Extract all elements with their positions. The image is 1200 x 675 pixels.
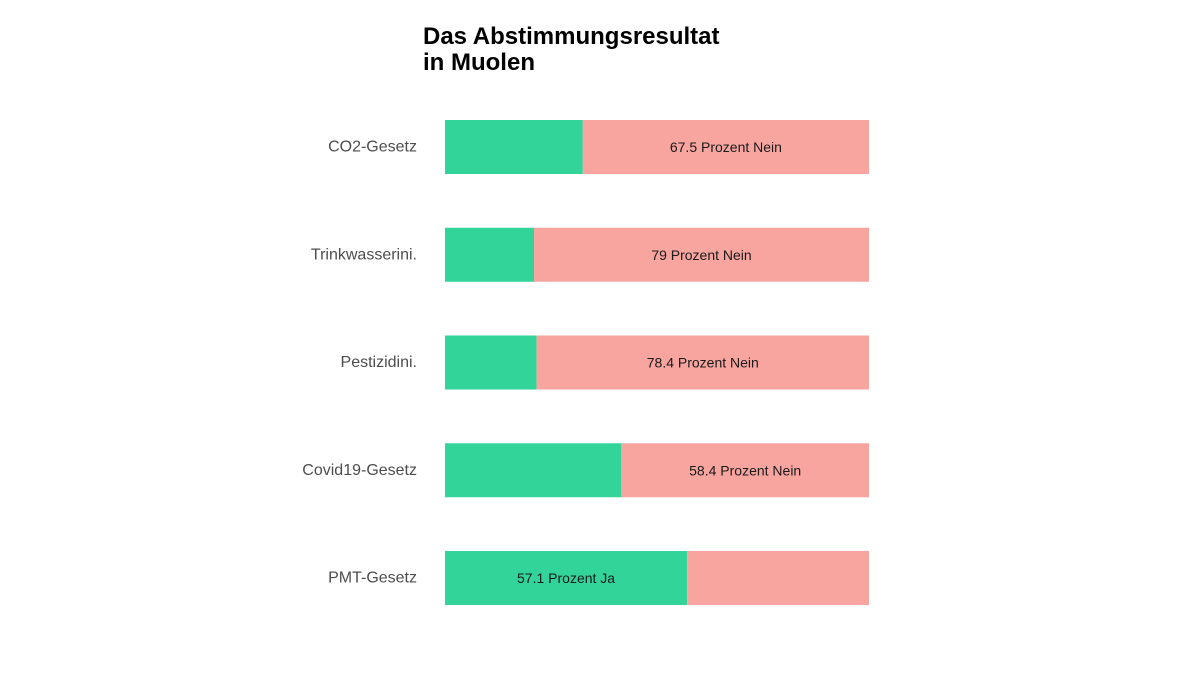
bar-value-label: 67.5 Prozent Nein [670,139,782,155]
bar-segment-nein [621,443,869,498]
bar-value-label: 78.4 Prozent Nein [647,355,759,371]
category-label: Covid19-Gesetz [302,462,417,479]
bar-segment-nein [582,120,869,174]
bar-value-label: 58.4 Prozent Nein [689,462,801,478]
bar-segment-nein [534,227,869,282]
bar-segment-ja [445,227,535,282]
category-label: Pestizidini. [341,354,417,371]
bar-value-label: 57.1 Prozent Ja [517,570,615,586]
bar-segment-nein [687,551,869,605]
chart-title-line-2: in Muolen [423,49,535,76]
bar-segment-ja [445,335,537,390]
bar-segment-nein [536,335,869,390]
chart-title-line-1: Das Abstimmungsresultat [423,23,720,50]
category-label: Trinkwasserini. [311,246,417,263]
bar-value-label: 79 Prozent Nein [651,247,751,263]
bar-segment-ja [445,443,622,498]
bar-segment-ja [445,551,688,605]
category-label: CO2-Gesetz [328,139,417,156]
category-label: PMT-Gesetz [328,570,417,587]
chart-title: Das Abstimmungsresultat in Muolen [423,24,720,76]
bar-segment-ja [445,120,583,174]
